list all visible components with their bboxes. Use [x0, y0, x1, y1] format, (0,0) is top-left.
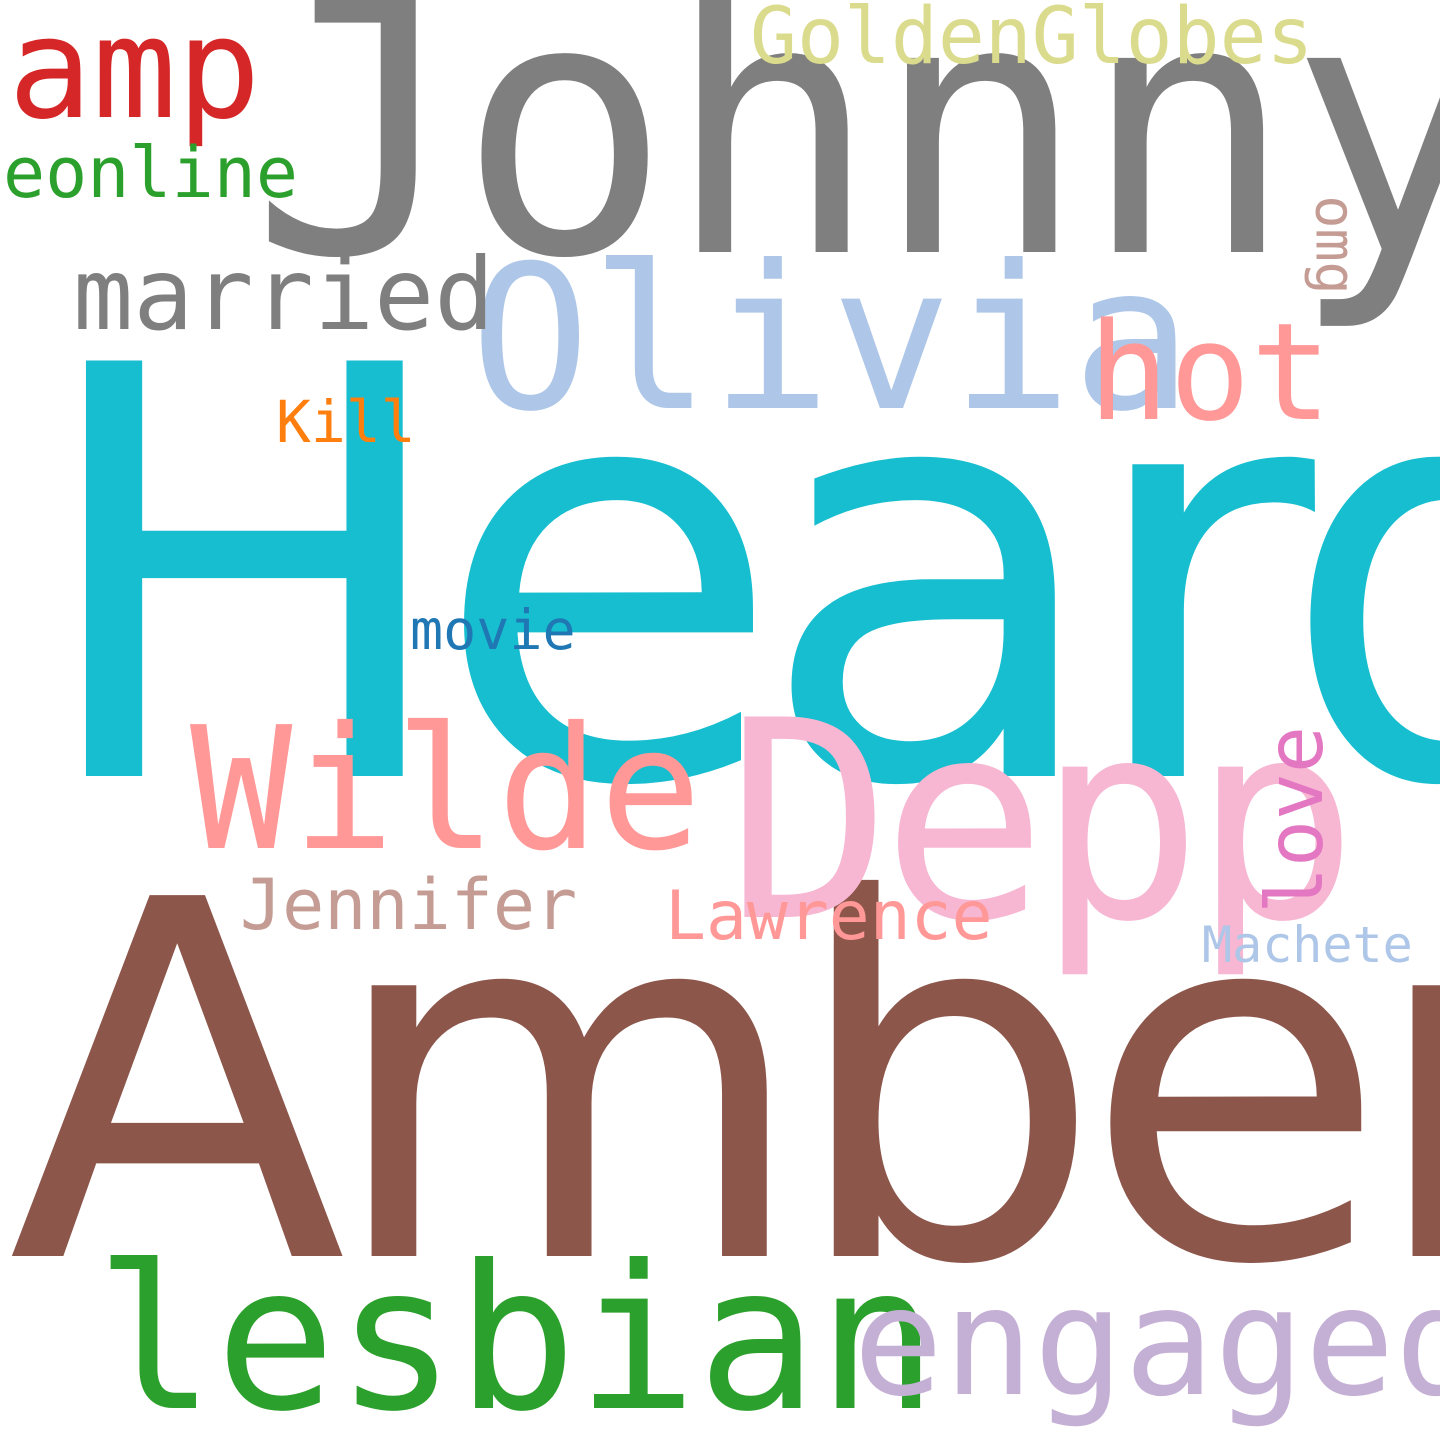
word-movie: movie [410, 598, 576, 662]
word-jennifer: Jennifer [240, 864, 578, 946]
word-omg: omg [1303, 195, 1368, 295]
word-depp: Depp [726, 662, 1358, 982]
word-married: married [73, 236, 495, 353]
word-love: love [1251, 726, 1341, 914]
word-kill: Kill [276, 388, 416, 456]
word-amber: Amber [8, 797, 1440, 1373]
word-johnny: Johnny [250, 0, 1440, 336]
word-wilde: Wilde [190, 691, 702, 889]
word-eonline: eonline [3, 132, 299, 214]
word-hot: hot [1088, 294, 1332, 451]
word-engaged: engaged [853, 1256, 1440, 1430]
word-machete: Machete [1202, 916, 1413, 974]
word-olivia: Olivia [470, 223, 1193, 456]
word-amp: amp [8, 0, 261, 151]
word-heard: Heard [30, 248, 1440, 911]
word-goldenglobes: GoldenGlobes [750, 0, 1314, 82]
word-lawrence: Lawrence [665, 877, 993, 956]
word-lesbian: lesbian [95, 1223, 938, 1440]
